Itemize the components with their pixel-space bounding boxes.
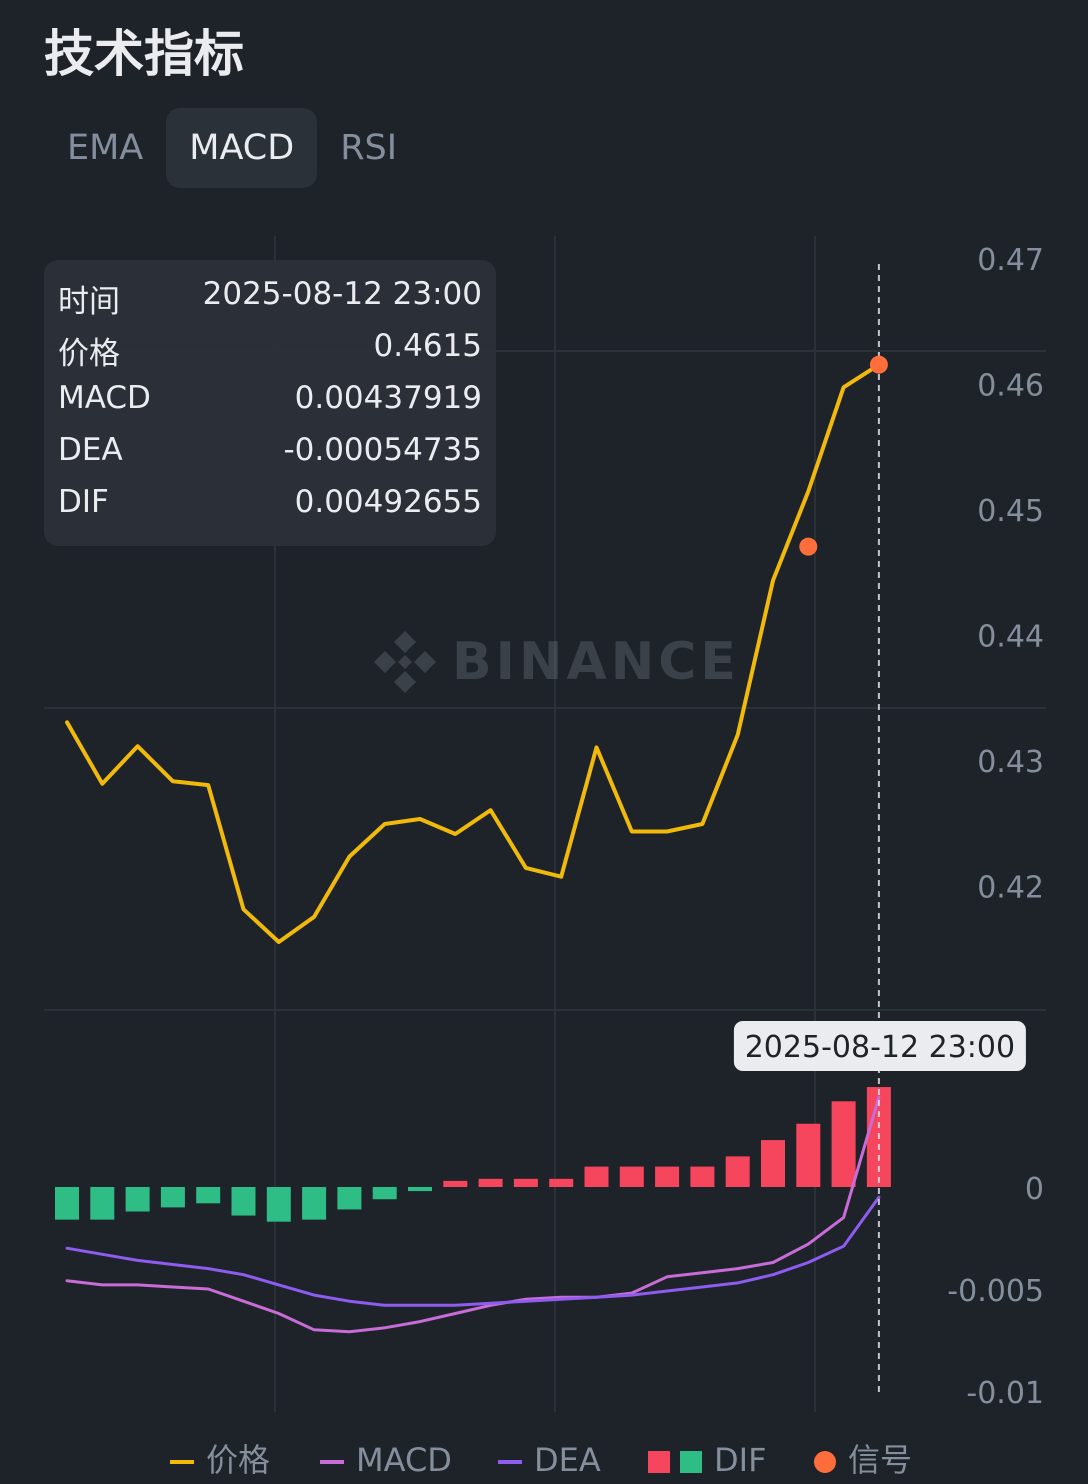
page-title: 技术指标 — [44, 25, 244, 83]
price-axis-tick-label: 0.45 — [977, 494, 1044, 529]
legend-label: DEA — [534, 1441, 601, 1479]
dif-bar — [160, 1187, 185, 1208]
dea-line — [65, 1195, 881, 1307]
dif-bar — [761, 1140, 785, 1187]
tooltip-value: 0.4615 — [373, 328, 482, 364]
dif-bar — [831, 1101, 856, 1187]
dif-bar — [196, 1187, 221, 1204]
dif-bar — [372, 1187, 397, 1200]
legend-label: MACD — [356, 1441, 452, 1479]
macd-line — [65, 1095, 881, 1334]
dif-bar — [231, 1187, 256, 1216]
tooltip-value: 0.00492655 — [294, 484, 482, 520]
tooltip-key: 时间 — [58, 284, 120, 320]
legend-label: 价格 — [206, 1441, 271, 1479]
dif-bar — [796, 1123, 821, 1187]
dif-bar — [55, 1187, 79, 1220]
dif-bar — [619, 1166, 644, 1187]
tab-rsi[interactable]: RSI — [340, 128, 398, 168]
dif-bar — [443, 1180, 468, 1187]
tooltip-value: 0.00437919 — [294, 380, 482, 416]
tooltip-key: 价格 — [58, 336, 120, 372]
tooltip-row-dea: DEA -0.00054735 — [58, 432, 482, 476]
signal-dot-swatch — [814, 1451, 836, 1473]
crosshair-label-box — [733, 1021, 1026, 1071]
tooltip-row-dif: DIF 0.00492655 — [58, 484, 482, 528]
price-axis-tick-label: 0.42 — [977, 871, 1044, 906]
dif-bar — [584, 1166, 609, 1187]
dea-line-swatch — [498, 1460, 522, 1464]
price-axis-tick-label: 0.46 — [977, 369, 1044, 404]
dif-bar — [549, 1178, 574, 1187]
tooltip-key: DIF — [58, 484, 109, 520]
crosshair-time-label: 2025-08-12 23:00 — [745, 1030, 1015, 1065]
dif-bar — [408, 1187, 432, 1192]
price-axis-tick-label: 0.44 — [977, 620, 1044, 655]
signal-dot — [799, 537, 818, 556]
chart-legend: 价格 MACD DEA DIF 信号 — [0, 1436, 1088, 1484]
macd-axis-tick-label: -0.01 — [966, 1376, 1044, 1411]
tooltip-key: MACD — [58, 380, 151, 416]
legend-label: 信号 — [848, 1441, 913, 1479]
dif-bar — [337, 1187, 362, 1210]
dif-bar — [302, 1187, 327, 1220]
dif-bar — [513, 1178, 538, 1187]
signal-dot — [869, 355, 888, 374]
macd-axis-tick-label: 0 — [1025, 1172, 1044, 1207]
legend-item-dea[interactable]: DEA — [498, 1436, 601, 1484]
tooltip-row-price: 价格 0.4615 — [58, 328, 482, 372]
tab-ema[interactable]: EMA — [67, 128, 144, 168]
indicator-chart[interactable]: 0.47 0.46 0.45 0.44 0.43 0.42 0 -0.005 -0.01 2025… — [0, 0, 1088, 1440]
legend-item-dif[interactable]: DIF — [648, 1436, 766, 1484]
legend-item-macd[interactable]: MACD — [320, 1436, 452, 1484]
dif-bar — [125, 1187, 150, 1212]
indicator-tabs: EMA MACD RSI — [44, 108, 420, 188]
tab-macd[interactable]: MACD — [166, 108, 318, 188]
price-line-swatch — [170, 1460, 194, 1464]
legend-label: DIF — [714, 1441, 767, 1479]
tooltip-value: 2025-08-12 23:00 — [202, 276, 482, 312]
data-tooltip: 时间 2025-08-12 23:00 价格 0.4615 MACD 0.004… — [44, 260, 496, 546]
legend-item-signal[interactable]: 信号 — [814, 1436, 912, 1484]
macd-line-swatch — [320, 1460, 344, 1464]
dif-negative-swatch — [680, 1451, 702, 1473]
price-axis-tick-label: 0.47 — [977, 243, 1044, 278]
price-line — [65, 362, 881, 944]
tooltip-value: -0.00054735 — [283, 432, 482, 468]
dif-bar — [90, 1187, 115, 1220]
binance-logo-icon — [374, 631, 436, 693]
dif-bar — [690, 1166, 715, 1187]
tooltip-row-macd: MACD 0.00437919 — [58, 380, 482, 424]
dif-positive-swatch — [648, 1451, 670, 1473]
legend-item-price[interactable]: 价格 — [170, 1436, 270, 1484]
tooltip-key: DEA — [58, 432, 123, 468]
tooltip-row-time: 时间 2025-08-12 23:00 — [58, 276, 482, 320]
watermark-text: BINANCE — [452, 632, 740, 692]
dif-bar — [478, 1178, 503, 1187]
dif-bar — [266, 1187, 291, 1222]
dif-bar — [725, 1156, 750, 1187]
binance-watermark: BINANCE — [372, 626, 740, 698]
macd-axis-tick-label: -0.005 — [947, 1274, 1044, 1309]
price-axis-tick-label: 0.43 — [977, 745, 1044, 780]
dif-bar — [655, 1166, 680, 1187]
